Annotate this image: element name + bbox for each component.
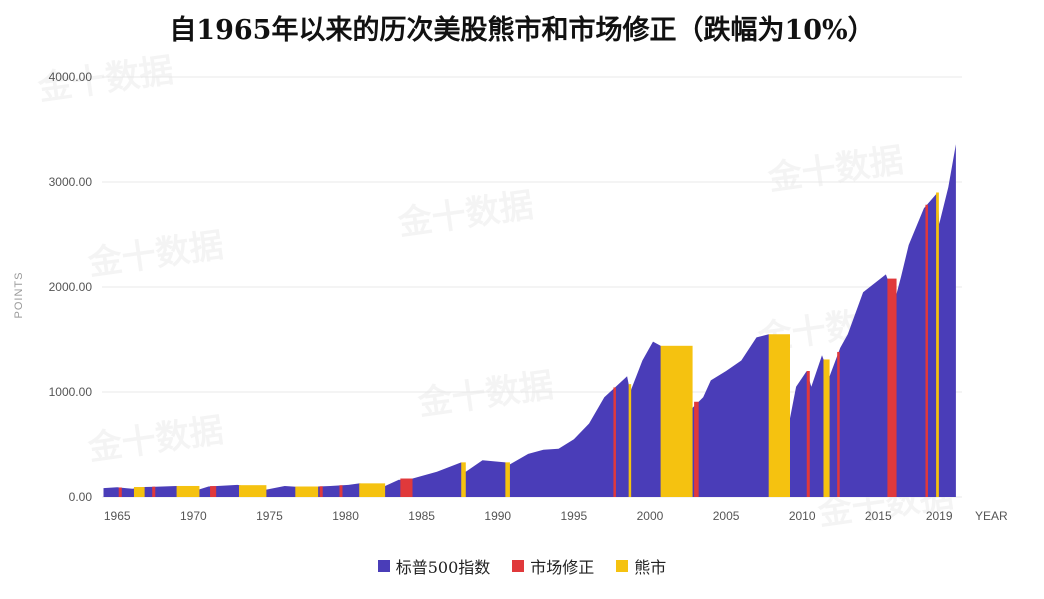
y-axis: 0.00 1000.00 2000.00 3000.00 4000.00 — [49, 70, 93, 504]
x-tick-label: 1995 — [561, 509, 588, 523]
bear-market-band — [936, 192, 939, 497]
x-tick-label: 1990 — [484, 509, 511, 523]
legend-swatch-sp500 — [377, 560, 390, 572]
watermark-text: 金十数据 — [85, 410, 226, 469]
legend-item-sp500: 标普500指数 — [377, 554, 491, 578]
x-axis: 1965 1970 1975 1980 1985 1990 1995 2000 2005 2010… — [104, 509, 953, 523]
correction-band — [694, 401, 699, 497]
y-tick-label: 3000.00 — [49, 175, 93, 189]
watermark-text: 金十数据 — [85, 225, 226, 284]
watermark-text: 金十数据 — [415, 365, 556, 424]
x-tick-label: 1970 — [180, 509, 207, 523]
bear-market-band — [505, 462, 510, 497]
x-tick-label: 1980 — [332, 509, 359, 523]
correction-band — [319, 486, 323, 497]
sp500-area — [103, 144, 956, 497]
watermark-text: 金十数据 — [765, 140, 906, 199]
legend-swatch-correction — [512, 560, 525, 572]
legend-swatch-bear — [616, 560, 629, 572]
bear-market-band — [133, 487, 145, 497]
event-bands — [118, 192, 939, 497]
watermark-text: 金十数据 — [395, 185, 536, 244]
correction-band — [925, 204, 928, 497]
x-axis-title: YEAR — [975, 509, 1008, 523]
bear-market-band — [461, 462, 466, 497]
y-tick-label: 4000.00 — [49, 70, 93, 84]
x-tick-label: 2005 — [713, 509, 740, 523]
x-tick-label: 2019 — [926, 509, 953, 523]
correction-band — [339, 485, 343, 497]
bear-market-band — [823, 359, 830, 497]
correction-band — [887, 278, 897, 497]
bear-market-band — [295, 486, 319, 497]
correction-band — [118, 487, 122, 497]
correction-band — [837, 351, 840, 497]
chart-title: 自1965年以来的历次美股熊市和市场修正（跌幅为10%） — [169, 15, 875, 46]
correction-band — [806, 371, 810, 497]
correction-band — [400, 478, 413, 497]
bear-market-band — [176, 485, 200, 497]
bear-market-band — [238, 485, 267, 497]
x-tick-label: 2015 — [865, 509, 892, 523]
bear-market-band — [628, 384, 632, 497]
y-axis-title: POINTS — [13, 272, 25, 319]
y-tick-label: 2000.00 — [49, 280, 93, 294]
legend-item-correction: 市场修正 — [512, 554, 594, 578]
bear-market-band — [660, 345, 693, 497]
correction-band — [210, 486, 217, 497]
x-tick-label: 2010 — [789, 509, 816, 523]
bear-market-band — [768, 334, 790, 497]
x-tick-label: 1975 — [256, 509, 283, 523]
x-tick-label: 2000 — [637, 509, 664, 523]
x-tick-label: 1985 — [408, 509, 435, 523]
legend-item-bear: 熊市 — [616, 554, 666, 578]
legend: 标普500指数 市场修正 熊市 — [0, 554, 1044, 578]
correction-band — [613, 387, 616, 497]
legend-label-correction: 市场修正 — [530, 558, 595, 577]
legend-label-sp500: 标普500指数 — [395, 558, 491, 577]
y-tick-label: 0.00 — [69, 490, 93, 504]
legend-label-bear: 熊市 — [634, 558, 667, 577]
correction-band — [152, 486, 156, 497]
x-tick-label: 1965 — [104, 509, 131, 523]
y-tick-label: 1000.00 — [49, 385, 93, 399]
bear-market-band — [359, 483, 386, 497]
